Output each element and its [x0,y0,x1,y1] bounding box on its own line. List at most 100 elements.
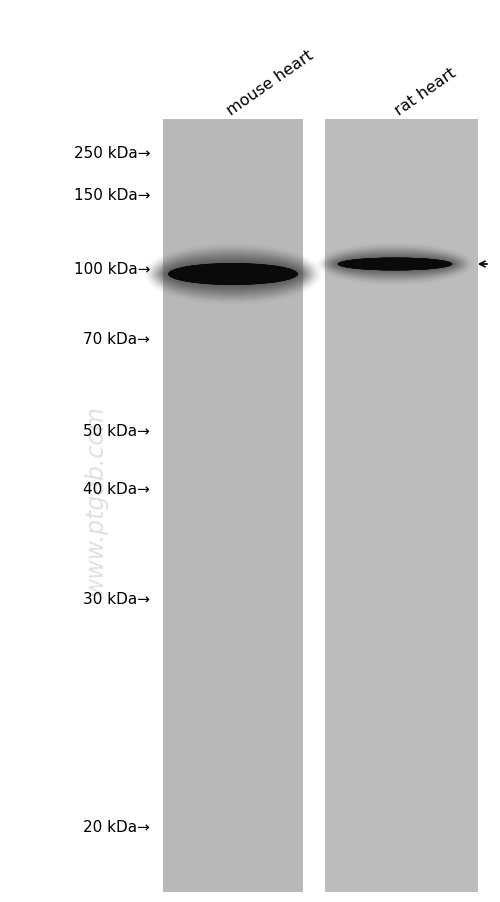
Ellipse shape [174,268,292,281]
Ellipse shape [176,270,290,280]
Ellipse shape [342,260,448,269]
Ellipse shape [162,259,304,290]
Ellipse shape [152,250,314,299]
Ellipse shape [172,266,294,283]
Ellipse shape [342,260,448,270]
Ellipse shape [338,259,452,271]
Ellipse shape [345,262,445,268]
Ellipse shape [173,267,293,282]
Ellipse shape [330,253,460,276]
Text: mouse heart: mouse heart [224,47,316,118]
Text: 20 kDa→: 20 kDa→ [83,820,150,834]
Ellipse shape [166,262,300,288]
Ellipse shape [345,262,445,268]
Ellipse shape [340,259,450,271]
Ellipse shape [160,257,306,292]
Ellipse shape [340,260,450,270]
Ellipse shape [342,260,448,270]
Ellipse shape [326,251,464,279]
Ellipse shape [336,257,454,272]
Ellipse shape [343,261,447,269]
Text: 40 kDa→: 40 kDa→ [83,482,150,497]
Ellipse shape [172,267,294,283]
Ellipse shape [338,258,452,272]
Ellipse shape [332,254,458,274]
Ellipse shape [177,270,289,280]
Ellipse shape [342,261,448,269]
Ellipse shape [176,269,290,281]
Text: 30 kDa→: 30 kDa→ [83,592,150,607]
Ellipse shape [175,268,291,281]
Ellipse shape [323,248,467,281]
Ellipse shape [169,264,297,285]
Ellipse shape [174,268,292,281]
Ellipse shape [335,256,455,273]
Ellipse shape [168,263,298,286]
Ellipse shape [343,261,447,269]
Ellipse shape [150,249,316,300]
Text: rat heart: rat heart [392,65,459,118]
Ellipse shape [332,254,458,275]
Ellipse shape [342,261,448,269]
Ellipse shape [164,261,302,290]
Ellipse shape [174,268,292,281]
Ellipse shape [338,258,452,272]
Ellipse shape [170,265,296,284]
Ellipse shape [340,259,450,271]
Ellipse shape [170,265,296,284]
Text: 50 kDa→: 50 kDa→ [83,424,150,439]
Ellipse shape [342,260,448,270]
Ellipse shape [174,267,292,282]
Ellipse shape [338,258,452,271]
Ellipse shape [326,250,464,280]
Ellipse shape [177,270,289,280]
Ellipse shape [339,259,451,271]
Ellipse shape [176,270,290,281]
Ellipse shape [171,266,295,283]
Ellipse shape [344,261,446,268]
Ellipse shape [340,260,450,270]
Ellipse shape [345,262,445,268]
Ellipse shape [176,269,290,281]
Ellipse shape [154,253,312,298]
Ellipse shape [157,254,309,295]
Ellipse shape [324,249,466,281]
Ellipse shape [156,253,310,296]
Ellipse shape [328,252,462,278]
Ellipse shape [166,262,300,287]
Ellipse shape [338,259,452,271]
Ellipse shape [344,262,446,268]
Bar [325,120,478,892]
Ellipse shape [342,261,448,269]
Ellipse shape [329,253,461,277]
Ellipse shape [339,259,451,271]
Ellipse shape [173,267,293,282]
Ellipse shape [340,259,450,270]
Ellipse shape [170,264,296,285]
Ellipse shape [338,259,452,271]
Ellipse shape [169,264,297,285]
Bar [163,120,303,892]
Ellipse shape [175,269,291,281]
Text: 70 kDa→: 70 kDa→ [83,332,150,347]
Ellipse shape [341,260,449,270]
Ellipse shape [344,261,446,269]
Text: 100 kDa→: 100 kDa→ [74,262,150,277]
Ellipse shape [174,268,292,281]
Ellipse shape [171,265,295,284]
Ellipse shape [169,264,297,285]
Ellipse shape [168,264,298,286]
Ellipse shape [340,260,450,270]
Ellipse shape [153,251,313,299]
Ellipse shape [172,266,294,283]
Ellipse shape [344,262,446,268]
Ellipse shape [174,267,293,282]
Ellipse shape [343,261,447,269]
Ellipse shape [170,265,296,284]
Text: www.ptgab.com: www.ptgab.com [83,404,107,594]
Ellipse shape [176,269,290,281]
Ellipse shape [338,258,452,272]
Text: 250 kDa→: 250 kDa→ [74,145,150,161]
Ellipse shape [170,265,296,284]
Text: 150 kDa→: 150 kDa→ [74,189,150,203]
